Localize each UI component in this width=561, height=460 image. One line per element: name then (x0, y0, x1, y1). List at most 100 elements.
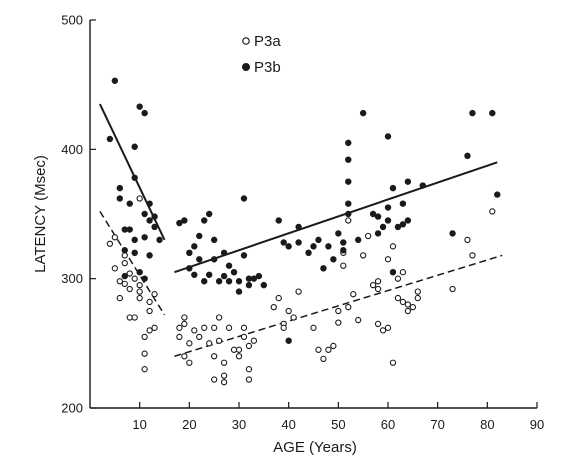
point-p3a (206, 340, 213, 347)
point-p3b (374, 230, 382, 237)
point-p3b (285, 243, 292, 250)
legend: P3a P3b (242, 33, 281, 76)
point-p3a (360, 252, 367, 259)
point-p3b (121, 272, 128, 280)
point-p3a (449, 285, 456, 293)
x-axis-title: AGE (Years) (273, 439, 357, 456)
point-p3a (181, 320, 188, 328)
point-p3b (240, 195, 248, 202)
point-p3a (399, 269, 407, 276)
point-p3a (374, 285, 382, 293)
point-p3a (136, 288, 143, 295)
axes: 10 20 30 40 50 60 70 80 90 200 300 400 500 (61, 13, 544, 433)
point-p3a (364, 232, 372, 240)
point-p3b (404, 217, 412, 224)
point-p3a (469, 252, 476, 259)
point-p3a (146, 307, 153, 315)
point-p3a (394, 294, 402, 302)
point-p3b (151, 223, 158, 231)
point-p3b (141, 210, 148, 218)
point-p3b (394, 223, 402, 231)
point-p3a (389, 243, 397, 250)
point-p3b (131, 236, 138, 244)
x-tick-label: 80 (480, 417, 494, 432)
point-p3a (275, 294, 282, 302)
point-p3b (489, 109, 496, 117)
point-p3b (340, 239, 347, 246)
point-p3b (116, 195, 124, 202)
point-p3a (176, 333, 183, 341)
point-p3a (146, 327, 153, 334)
legend-label-p3b: P3b (254, 59, 281, 76)
point-p3b (136, 103, 143, 110)
point-p3a (335, 307, 342, 315)
point-p3a (186, 359, 193, 366)
point-p3b (464, 152, 471, 160)
point-p3b (116, 184, 124, 192)
point-p3b (196, 232, 203, 240)
point-p3a (220, 372, 228, 379)
x-tick-label: 20 (182, 417, 196, 432)
point-p3a (270, 303, 277, 311)
point-p3b (126, 226, 133, 233)
point-p3a (280, 324, 287, 331)
point-p3b (285, 337, 292, 344)
point-p3a (325, 346, 332, 353)
point-p3b (384, 204, 392, 211)
point-p3a (136, 195, 143, 202)
point-p3a (394, 275, 402, 282)
point-p3b (260, 281, 268, 289)
point-p3a (369, 281, 377, 289)
point-p3b (250, 275, 258, 282)
point-p3b (201, 217, 208, 224)
point-p3b (345, 200, 352, 207)
point-p3b (494, 191, 501, 198)
point-p3a (215, 314, 223, 321)
point-p3b (131, 174, 138, 181)
fit-line-p3a (174, 254, 503, 357)
point-p3b (131, 143, 138, 150)
point-p3a (121, 252, 128, 259)
point-p3b (320, 265, 327, 272)
point-p3a (111, 265, 118, 272)
x-tick-label: 30 (232, 417, 246, 432)
point-p3a (250, 337, 258, 344)
point-p3b (186, 249, 193, 257)
point-p3b (295, 223, 302, 231)
point-p3a (335, 319, 342, 326)
point-p3a (121, 280, 128, 287)
point-p3a (106, 240, 114, 247)
point-p3b (245, 281, 253, 289)
point-p3b (310, 243, 317, 250)
point-p3b (156, 236, 163, 244)
point-p3b (399, 221, 407, 228)
point-p3a (141, 366, 148, 373)
point-p3b (345, 210, 352, 218)
point-p3a (355, 316, 362, 324)
point-p3b (186, 265, 193, 272)
point-p3a (201, 324, 208, 331)
x-tick-label: 50 (331, 417, 345, 432)
point-p3a (345, 217, 352, 224)
point-p3a (176, 324, 183, 331)
point-p3a (211, 324, 218, 331)
point-p3b (215, 278, 223, 285)
point-p3b (345, 156, 352, 163)
point-p3b (210, 256, 218, 263)
point-p3a (409, 303, 416, 311)
point-p3a (220, 359, 228, 366)
point-p3a (340, 262, 347, 269)
point-p3b (404, 178, 412, 185)
point-p3a (186, 340, 193, 347)
point-p3a (374, 320, 382, 328)
x-tick-label: 40 (281, 417, 295, 432)
point-p3b (345, 178, 352, 185)
data-points (106, 77, 501, 386)
point-p3b (146, 217, 153, 224)
point-p3a (414, 294, 421, 302)
point-p3b (315, 236, 322, 244)
point-p3b (191, 271, 198, 278)
point-p3b (359, 109, 367, 117)
legend-label-p3a: P3a (254, 33, 281, 50)
